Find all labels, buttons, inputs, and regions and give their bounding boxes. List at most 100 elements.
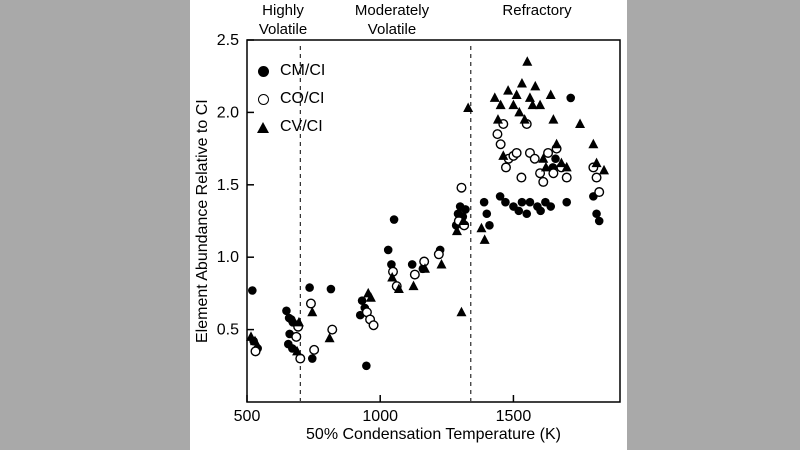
data-point-cv-ci xyxy=(476,222,487,233)
data-point-cv-ci xyxy=(455,208,466,218)
filled-triangle-icon xyxy=(256,121,270,133)
data-point-cv-ci xyxy=(324,332,335,343)
data-point-cv-ci xyxy=(527,99,538,110)
data-point-cv-ci xyxy=(530,80,541,91)
legend: CM/CI CO/CI CV/CI xyxy=(256,62,325,136)
data-point-co-ci xyxy=(291,331,302,342)
data-point-cm-ci xyxy=(383,245,393,255)
data-point-cv-ci xyxy=(551,138,562,149)
data-point-co-ci xyxy=(511,147,522,158)
legend-label-cm: CM/CI xyxy=(280,62,326,79)
data-point-cm-ci xyxy=(536,206,545,216)
y-tick-label: 1.0 xyxy=(217,249,239,266)
data-point-cv-ci xyxy=(511,89,522,100)
data-point-cv-ci xyxy=(498,150,509,160)
data-point-cv-ci xyxy=(456,306,467,317)
plot-svg: 500 1000 1500 0.5 1.0 1.5 2.0 2.5 xyxy=(217,32,621,425)
legend-row-co: CO/CI xyxy=(256,90,325,108)
data-point-cm-ci xyxy=(479,197,489,207)
data-point-co-ci xyxy=(409,269,420,280)
data-point-cm-ci xyxy=(357,296,367,305)
data-point-cv-ci xyxy=(408,280,419,291)
data-point-cm-ci xyxy=(514,206,524,216)
y-tick-label: 2.0 xyxy=(217,104,239,121)
data-point-co-ci xyxy=(327,324,338,335)
region-label-highly-volatile: Highly Volatile xyxy=(258,2,308,38)
data-point-cv-ci xyxy=(492,114,503,124)
legend-label-cv: CV/CI xyxy=(280,118,323,135)
data-point-co-ci xyxy=(538,176,549,187)
y-tick-label: 2.5 xyxy=(217,32,239,49)
figure-panel: Highly Volatile Moderately Volatile Refr… xyxy=(190,0,627,450)
data-point-cv-ci xyxy=(599,164,610,175)
data-point-cm-ci xyxy=(592,209,601,219)
data-point-cm-ci xyxy=(287,344,297,353)
data-point-co-ci xyxy=(456,182,467,193)
data-point-cv-ci xyxy=(588,138,599,149)
data-point-co-ci xyxy=(529,153,540,164)
data-point-co-ci xyxy=(594,187,605,198)
plot-frame xyxy=(246,39,621,403)
data-point-cm-ci xyxy=(594,216,604,226)
data-point-cm-ci xyxy=(517,197,527,207)
data-point-cm-ci xyxy=(495,192,505,201)
data-point-cv-ci xyxy=(307,306,318,317)
x-tick-label: 1000 xyxy=(362,408,398,425)
y-axis-title: Element Abundance Relative to CI xyxy=(194,99,211,343)
data-point-co-ci xyxy=(591,172,602,183)
legend-row-cm: CM/CI xyxy=(256,62,325,80)
region-label-refractory: Refractory xyxy=(502,2,572,19)
data-point-cm-ci xyxy=(482,209,492,219)
data-point-co-ci xyxy=(250,346,261,357)
x-tick-label: 1500 xyxy=(496,408,532,425)
data-point-cv-ci xyxy=(489,92,500,102)
open-circle-icon xyxy=(256,93,270,105)
data-point-cv-ci xyxy=(514,106,525,117)
data-point-cv-ci xyxy=(249,335,260,346)
data-point-cm-ci xyxy=(407,260,417,269)
data-point-cm-ci xyxy=(461,205,470,214)
data-point-co-ci xyxy=(309,344,320,355)
data-point-cm-ci xyxy=(305,283,314,292)
data-point-cv-ci xyxy=(556,157,567,168)
data-point-cv-ci xyxy=(522,56,533,66)
data-point-cv-ci xyxy=(293,316,304,327)
data-point-cv-ci xyxy=(548,114,559,124)
data-point-co-ci xyxy=(295,353,306,364)
data-point-cv-ci xyxy=(535,99,546,110)
y-tick-label: 1.5 xyxy=(217,177,239,194)
x-axis-title: 50% Condensation Temperature (K) xyxy=(306,426,561,443)
data-point-cv-ci xyxy=(419,263,430,273)
data-point-cv-ci xyxy=(463,102,474,113)
data-point-cv-ci xyxy=(458,215,469,225)
data-point-cm-ci xyxy=(566,93,576,103)
data-point-cm-ci xyxy=(282,306,291,316)
data-point-cv-ci xyxy=(591,157,602,168)
data-point-cv-ci xyxy=(387,271,398,282)
data-point-cv-ci xyxy=(508,99,519,110)
filled-circle-icon xyxy=(256,65,270,77)
data-point-co-ci xyxy=(500,162,511,173)
data-point-cm-ci xyxy=(525,197,535,207)
data-point-co-ci xyxy=(492,129,503,140)
data-point-cm-ci xyxy=(248,286,257,295)
data-point-co-ci xyxy=(548,168,559,179)
data-point-cm-ci xyxy=(326,284,336,294)
legend-label-co: CO/CI xyxy=(280,90,325,107)
data-point-cv-ci xyxy=(503,85,514,95)
data-point-co-ci xyxy=(368,320,379,331)
data-point-co-ci xyxy=(433,249,444,260)
data-point-cv-ci xyxy=(292,345,303,356)
data-point-cv-ci xyxy=(365,292,376,302)
data-point-cv-ci xyxy=(516,77,527,88)
data-point-cv-ci xyxy=(451,225,462,236)
data-point-co-ci xyxy=(561,172,572,183)
data-point-cv-ci xyxy=(245,331,256,341)
data-point-co-ci xyxy=(495,139,506,150)
data-point-cm-ci xyxy=(522,209,532,219)
data-point-cv-ci xyxy=(524,92,535,102)
data-point-cm-ci xyxy=(562,197,572,207)
data-point-cm-ci xyxy=(387,260,396,269)
data-point-cv-ci xyxy=(436,258,447,269)
